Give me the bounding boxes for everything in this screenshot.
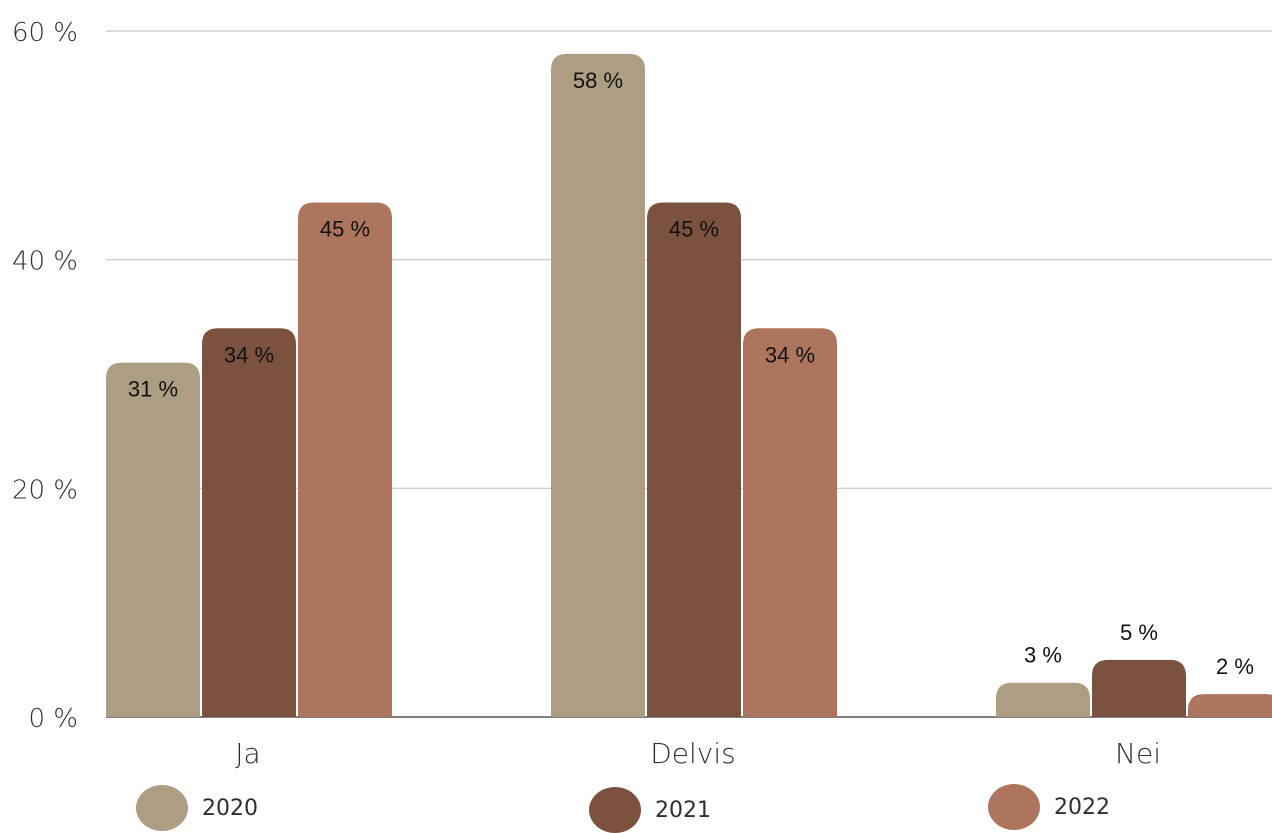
bar-chart: 0 % 20 % 40 % 60 % 31 % 34 % 45 % 58 % 45 % 34 %…: [12, 18, 1272, 770]
data-label: 34 %: [765, 342, 815, 367]
bar-2022-nei: [1188, 694, 1272, 717]
data-label: 45 %: [669, 217, 719, 242]
bars: [106, 53, 1272, 718]
category-label-delvis: Delvis: [650, 737, 736, 770]
legend-item-2020: 2020: [136, 785, 258, 831]
legend-item-2022: 2022: [988, 784, 1110, 830]
bar-2022-delvis: [743, 328, 837, 717]
data-label: 45 %: [320, 217, 370, 242]
data-label: 5 %: [1120, 620, 1158, 645]
bar-2020-nei: [996, 682, 1090, 717]
legend-swatch-2022: [988, 784, 1040, 830]
y-tick-label: 20 %: [12, 475, 78, 505]
bar-2021-nei: [1092, 659, 1186, 717]
legend-label-2021: 2021: [655, 797, 711, 823]
data-label: 31 %: [128, 377, 178, 402]
y-tick-label: 0 %: [28, 704, 78, 734]
bar-2022-ja: [298, 202, 392, 717]
legend-swatch-2020: [136, 785, 188, 831]
data-labels: 31 % 34 % 45 % 58 % 45 % 34 % 3 % 5 % 2 %: [128, 68, 1254, 679]
legend-swatch-2021: [589, 787, 641, 833]
bar-2021-ja: [202, 328, 296, 717]
legend-label-2022: 2022: [1054, 794, 1110, 820]
x-axis: Ja Delvis Nei: [235, 737, 1161, 770]
legend-label-2020: 2020: [202, 795, 258, 821]
data-label: 34 %: [224, 342, 274, 367]
y-axis: 0 % 20 % 40 % 60 %: [12, 18, 1272, 734]
data-label: 58 %: [573, 68, 623, 93]
legend-item-2021: 2021: [589, 787, 711, 833]
data-label: 2 %: [1216, 654, 1254, 679]
category-label-ja: Ja: [235, 737, 260, 770]
bar-2020-delvis: [551, 53, 645, 718]
y-tick-label: 60 %: [12, 18, 78, 48]
category-label-nei: Nei: [1115, 737, 1161, 770]
bar-2020-ja: [106, 362, 200, 717]
data-label: 3 %: [1024, 643, 1062, 668]
y-tick-label: 40 %: [12, 247, 78, 277]
bar-2021-delvis: [647, 202, 741, 717]
